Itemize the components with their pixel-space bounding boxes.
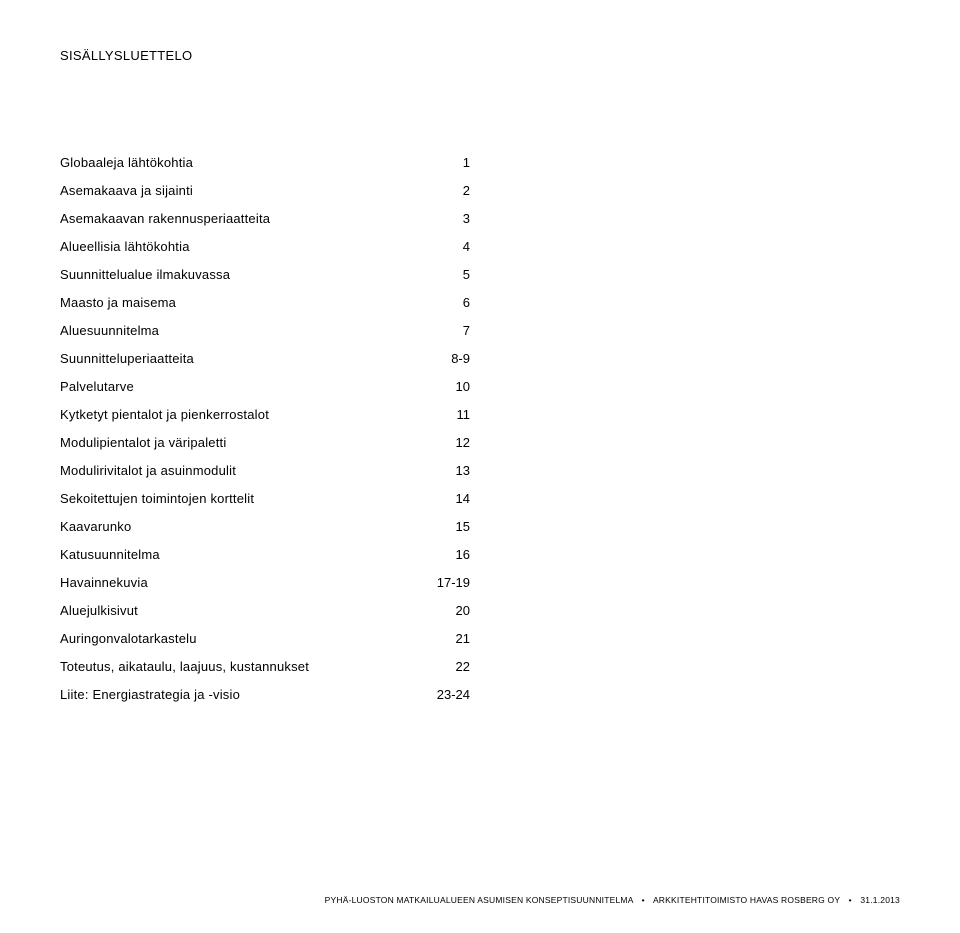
toc-label: Asemakaava ja sijainti bbox=[60, 183, 193, 198]
toc-row: Toteutus, aikataulu, laajuus, kustannuks… bbox=[60, 659, 470, 674]
bullet-icon: • bbox=[642, 895, 645, 905]
footer-part2: ARKKITEHTITOIMISTO HAVAS ROSBERG OY bbox=[653, 895, 840, 905]
toc-row: Modulipientalot ja väripaletti 12 bbox=[60, 435, 470, 450]
toc-row: Auringonvalotarkastelu 21 bbox=[60, 631, 470, 646]
toc-page: 15 bbox=[422, 519, 470, 534]
toc-label: Liite: Energiastrategia ja -visio bbox=[60, 687, 240, 702]
toc-label: Kytketyt pientalot ja pienkerrostalot bbox=[60, 407, 269, 422]
toc-page: 13 bbox=[422, 463, 470, 478]
toc-page: 12 bbox=[422, 435, 470, 450]
toc-label: Globaaleja lähtökohtia bbox=[60, 155, 193, 170]
toc-label: Alueellisia lähtökohtia bbox=[60, 239, 190, 254]
toc-label: Asemakaavan rakennusperiaatteita bbox=[60, 211, 270, 226]
toc-row: Liite: Energiastrategia ja -visio 23-24 bbox=[60, 687, 470, 702]
toc-row: Alueellisia lähtökohtia 4 bbox=[60, 239, 470, 254]
toc-label: Suunnittelualue ilmakuvassa bbox=[60, 267, 230, 282]
toc-page: 23-24 bbox=[422, 687, 470, 702]
toc-label: Modulirivitalot ja asuinmodulit bbox=[60, 463, 236, 478]
footer: PYHÄ-LUOSTON MATKAILUALUEEN ASUMISEN KON… bbox=[325, 895, 900, 905]
toc-label: Kaavarunko bbox=[60, 519, 131, 534]
toc-page: 22 bbox=[422, 659, 470, 674]
toc-row: Havainnekuvia 17-19 bbox=[60, 575, 470, 590]
toc-label: Aluesuunnitelma bbox=[60, 323, 159, 338]
toc-page: 6 bbox=[422, 295, 470, 310]
toc-label: Auringonvalotarkastelu bbox=[60, 631, 197, 646]
toc-row: Aluesuunnitelma 7 bbox=[60, 323, 470, 338]
toc-page: 11 bbox=[422, 407, 470, 422]
toc-row: Aluejulkisivut 20 bbox=[60, 603, 470, 618]
toc-label: Toteutus, aikataulu, laajuus, kustannuks… bbox=[60, 659, 309, 674]
toc-label: Suunnitteluperiaatteita bbox=[60, 351, 194, 366]
toc-page: 2 bbox=[422, 183, 470, 198]
toc-row: Asemakaavan rakennusperiaatteita 3 bbox=[60, 211, 470, 226]
toc-page: 14 bbox=[422, 491, 470, 506]
toc-page: 7 bbox=[422, 323, 470, 338]
toc-row: Suunnittelualue ilmakuvassa 5 bbox=[60, 267, 470, 282]
toc-page: 1 bbox=[422, 155, 470, 170]
toc-label: Sekoitettujen toimintojen korttelit bbox=[60, 491, 254, 506]
toc-label: Katusuunnitelma bbox=[60, 547, 160, 562]
toc-row: Suunnitteluperiaatteita 8-9 bbox=[60, 351, 470, 366]
bullet-icon: • bbox=[849, 895, 852, 905]
footer-part1: PYHÄ-LUOSTON MATKAILUALUEEN ASUMISEN KON… bbox=[325, 895, 633, 905]
toc-row: Modulirivitalot ja asuinmodulit 13 bbox=[60, 463, 470, 478]
toc-page: 4 bbox=[422, 239, 470, 254]
toc-page: 20 bbox=[422, 603, 470, 618]
toc-page: 8-9 bbox=[422, 351, 470, 366]
toc-row: Asemakaava ja sijainti 2 bbox=[60, 183, 470, 198]
toc-row: Kaavarunko 15 bbox=[60, 519, 470, 534]
toc-page: 21 bbox=[422, 631, 470, 646]
toc-page: 16 bbox=[422, 547, 470, 562]
table-of-contents: Globaaleja lähtökohtia 1 Asemakaava ja s… bbox=[60, 155, 470, 702]
toc-page: 5 bbox=[422, 267, 470, 282]
page-title: SISÄLLYSLUETTELO bbox=[60, 48, 900, 63]
toc-row: Katusuunnitelma 16 bbox=[60, 547, 470, 562]
toc-label: Maasto ja maisema bbox=[60, 295, 176, 310]
toc-label: Aluejulkisivut bbox=[60, 603, 138, 618]
toc-label: Havainnekuvia bbox=[60, 575, 148, 590]
toc-page: 10 bbox=[422, 379, 470, 394]
toc-label: Palvelutarve bbox=[60, 379, 134, 394]
toc-row: Kytketyt pientalot ja pienkerrostalot 11 bbox=[60, 407, 470, 422]
toc-row: Sekoitettujen toimintojen korttelit 14 bbox=[60, 491, 470, 506]
toc-row: Globaaleja lähtökohtia 1 bbox=[60, 155, 470, 170]
toc-row: Palvelutarve 10 bbox=[60, 379, 470, 394]
toc-row: Maasto ja maisema 6 bbox=[60, 295, 470, 310]
toc-page: 3 bbox=[422, 211, 470, 226]
toc-label: Modulipientalot ja väripaletti bbox=[60, 435, 226, 450]
footer-part3: 31.1.2013 bbox=[860, 895, 900, 905]
toc-page: 17-19 bbox=[422, 575, 470, 590]
